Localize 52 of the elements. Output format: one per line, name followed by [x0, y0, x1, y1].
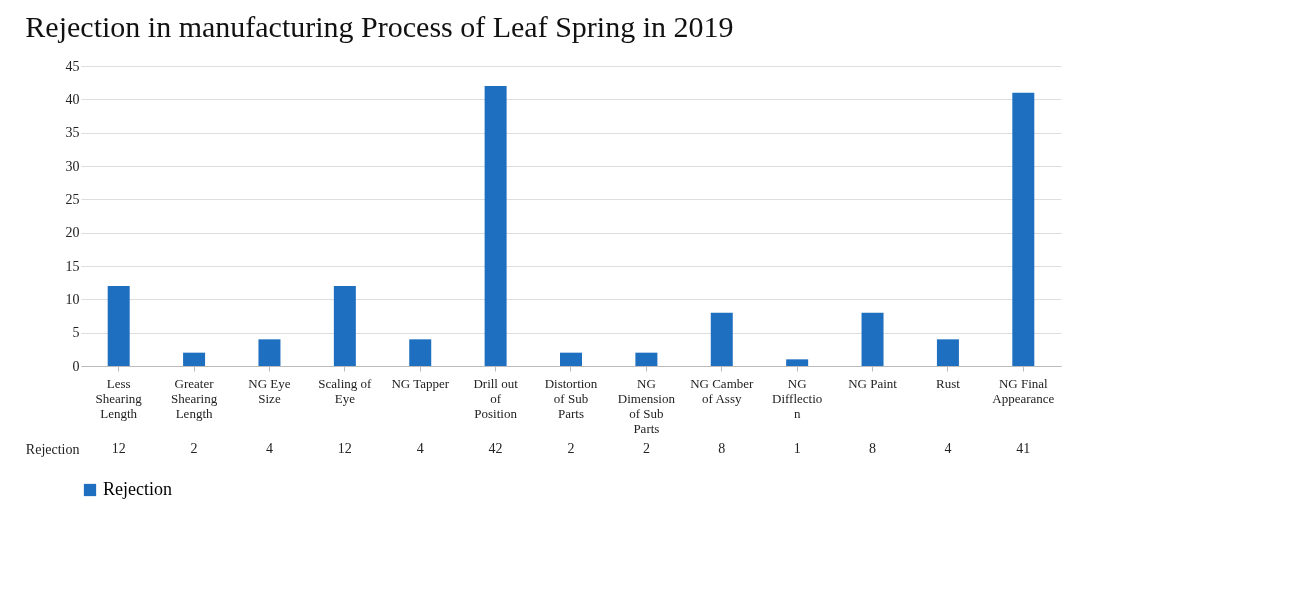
data-label: 2: [190, 441, 198, 456]
y-tick-label: 40: [65, 91, 80, 107]
bar: [484, 86, 507, 366]
bar: [1012, 92, 1035, 366]
bar: [333, 286, 356, 366]
chart-title: Rejection in manufacturing Process of Leaf Spring in 2019: [25, 10, 734, 43]
x-tick-label: Distortion of Sub Parts: [544, 375, 598, 421]
y-tick-label: 15: [65, 258, 80, 274]
data-label: 12: [337, 441, 352, 456]
data-label: 8: [718, 441, 726, 456]
legend-label: Rejection: [103, 479, 172, 499]
y-tick-label: 45: [65, 58, 80, 74]
bar: [786, 359, 809, 366]
x-tick-label: Rust: [936, 375, 961, 391]
x-tick-label: NG Paint: [848, 375, 898, 391]
data-label: 4: [416, 441, 424, 456]
bar: [635, 352, 658, 366]
x-tick-label: Less Shearing Length: [95, 375, 143, 421]
x-tick-label: Greater Shearing Length: [170, 375, 218, 421]
data-label: 8: [869, 441, 877, 456]
x-tick-label: NG Tapper: [391, 375, 450, 391]
x-tick-label: NG Dimension of Sub Parts: [617, 375, 676, 436]
y-tick-label: 30: [65, 158, 80, 174]
x-tick-label: NG Camber of Assy: [690, 375, 755, 406]
bar: [861, 312, 884, 366]
bar: [107, 286, 130, 366]
data-label: 4: [944, 441, 952, 456]
data-label: 42: [488, 441, 503, 456]
x-tick-label: NG Difflection: [772, 375, 823, 421]
bar: [183, 352, 206, 366]
bar: [560, 352, 582, 366]
data-label: 41: [1016, 441, 1031, 456]
data-label: 4: [265, 441, 273, 456]
bar: [710, 312, 733, 366]
y-tick-label: 35: [65, 125, 80, 141]
y-tick-label: 0: [72, 358, 80, 374]
x-tick-label: NG Final Appearance: [992, 375, 1055, 406]
x-tick-label: Scaling of Eye: [318, 375, 373, 406]
bar: [936, 339, 959, 366]
x-tick-label: Drill out of Position: [473, 375, 519, 421]
bar: [409, 339, 432, 366]
x-tick-label: NG Eye Size: [248, 375, 291, 406]
y-tick-label: 10: [65, 291, 80, 307]
bar: [258, 339, 281, 366]
y-tick-label: 5: [72, 325, 80, 341]
data-label: 12: [111, 441, 126, 456]
data-label: 2: [567, 441, 575, 456]
y-tick-label: 25: [65, 191, 80, 207]
text: Rejection: [25, 441, 80, 457]
data-label: 1: [793, 441, 801, 456]
y-tick-label: 20: [65, 225, 80, 241]
data-label: 2: [642, 441, 650, 456]
